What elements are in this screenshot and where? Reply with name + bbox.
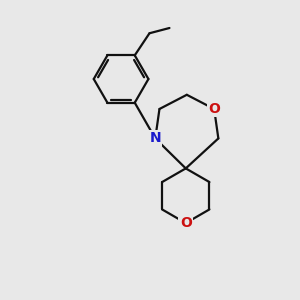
Text: N: N — [149, 131, 161, 146]
Text: O: O — [208, 102, 220, 116]
Text: O: O — [180, 216, 192, 230]
